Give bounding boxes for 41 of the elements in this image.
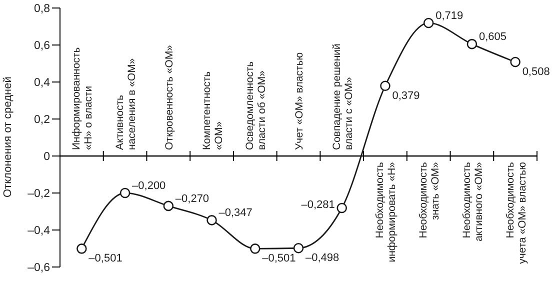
point xyxy=(336,202,348,214)
y-tick-label: –0,6 xyxy=(28,262,50,274)
point xyxy=(293,242,304,254)
data-label: –0,498 xyxy=(306,252,340,264)
y-tick-label: –0,2 xyxy=(28,188,50,200)
y-tick-label: 0,2 xyxy=(34,114,50,126)
x-tick-label: Откровенность «ОМ» xyxy=(163,44,176,150)
x-tick-label: Необходимость активного «ОМ» xyxy=(460,161,485,242)
y-tick-label: 0,4 xyxy=(34,77,51,89)
point xyxy=(163,200,174,212)
point xyxy=(423,18,434,28)
data-label: 0,508 xyxy=(522,66,550,78)
point xyxy=(250,244,260,254)
data-label: –0,347 xyxy=(218,207,252,220)
data-label: –0,200 xyxy=(132,180,166,192)
x-tick-label: Необходимость знать «ОМ» xyxy=(418,161,442,238)
point xyxy=(120,188,130,198)
x-tick-label: Осведомленность власти об «ОМ» xyxy=(244,60,268,150)
x-tick-label: Совпадение решений власти с «ОМ» xyxy=(330,43,355,150)
point xyxy=(380,80,390,92)
data-label: –0,501 xyxy=(262,252,296,265)
data-label: 0,719 xyxy=(436,10,464,22)
y-axis-title: Отклонения от средней xyxy=(2,76,14,198)
y-tick-label: –0,4 xyxy=(28,225,51,237)
x-tick-label: Информированность «Н» о власти xyxy=(70,46,95,150)
y-tick-label: 0 xyxy=(44,151,50,163)
data-label: –0,270 xyxy=(175,192,210,205)
data-label: –0,501 xyxy=(88,252,122,265)
point xyxy=(76,244,87,254)
point xyxy=(206,215,217,226)
x-tick-label: Компетентность «ОМ» xyxy=(200,70,225,150)
data-label: –0,281 xyxy=(301,198,335,211)
x-tick-label: Активность населения в «ОМ» xyxy=(114,58,138,150)
y-tick-label: 0,8 xyxy=(34,3,50,15)
data-label: 0,605 xyxy=(478,31,506,44)
y-tick-label: 0,6 xyxy=(34,40,50,52)
x-tick-label: Учет «ОМ» властью xyxy=(294,52,306,150)
x-tick-label: Необходимость информировать «Н» xyxy=(374,161,398,262)
point xyxy=(510,56,520,68)
point xyxy=(466,38,478,50)
data-label: 0,379 xyxy=(392,90,420,102)
